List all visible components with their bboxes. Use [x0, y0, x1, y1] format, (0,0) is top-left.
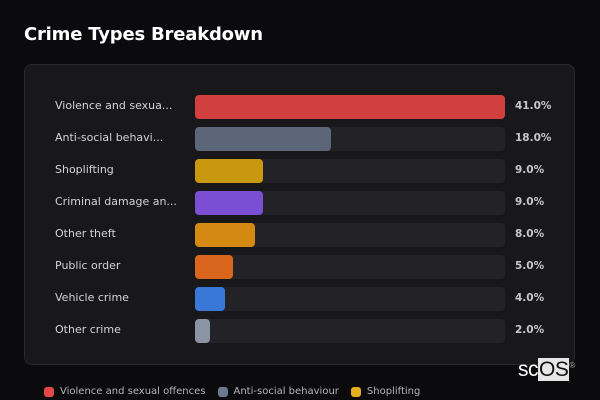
- bar-fill[interactable]: [195, 287, 226, 311]
- bar-label: Other crime: [55, 323, 121, 336]
- bar-label: Shoplifting: [55, 163, 114, 176]
- watermark-prefix: sc: [518, 358, 539, 381]
- bar-label: Anti-social behavi...: [55, 131, 164, 144]
- bar-label: Other theft: [55, 227, 116, 240]
- bar-value: 8.0%: [515, 228, 545, 240]
- chart-title: Crime Types Breakdown: [24, 24, 263, 45]
- bar-row: Public order 5.0%: [25, 255, 574, 279]
- bar-track: [195, 95, 505, 119]
- bar-track: [195, 127, 505, 151]
- bar-value: 2.0%: [515, 324, 545, 336]
- legend-swatch-icon: [217, 386, 228, 397]
- bar-value: 9.0%: [515, 196, 545, 208]
- bar-row: Anti-social behavi... 18.0%: [25, 127, 574, 151]
- bar-row: Other theft 8.0%: [25, 223, 574, 247]
- chart-card: Violence and sexua... 41.0% Anti-social be…: [24, 64, 575, 365]
- bar-track: [195, 255, 505, 279]
- bar-fill[interactable]: [195, 191, 264, 215]
- legend-label: Anti-social behaviour: [233, 386, 339, 397]
- bar-value: 18.0%: [515, 132, 552, 144]
- bar-row: Violence and sexua... 41.0%: [25, 95, 574, 119]
- bar-fill[interactable]: [195, 95, 505, 119]
- bar-fill[interactable]: [195, 255, 233, 279]
- legend-swatch-icon: [44, 386, 54, 397]
- bar-fill[interactable]: [195, 223, 256, 247]
- legend-item[interactable]: Shoplifting: [350, 386, 421, 397]
- bar-label: Vehicle crime: [55, 291, 129, 304]
- bar-label: Violence and sexua...: [55, 99, 173, 112]
- bar-fill[interactable]: [195, 159, 264, 183]
- legend-item[interactable]: Anti-social behaviour: [217, 386, 339, 397]
- legend-label: Shoplifting: [366, 386, 421, 397]
- bar-track: [195, 191, 505, 215]
- bar-track: [195, 223, 505, 247]
- legend-label: Violence and sexual offences: [60, 386, 206, 397]
- bar-row: Other crime 2.0%: [25, 319, 574, 343]
- bar-row: Shoplifting 9.0%: [25, 159, 574, 183]
- bar-row: Criminal damage an... 9.0%: [25, 191, 574, 215]
- watermark-boxed: OS: [538, 358, 570, 381]
- bar-label: Criminal damage an...: [55, 195, 177, 208]
- bar-row: Vehicle crime 4.0%: [25, 287, 574, 311]
- bar-track: [195, 159, 505, 183]
- bar-track: [195, 319, 505, 343]
- bar-fill[interactable]: [195, 319, 211, 343]
- bar-value: 5.0%: [515, 260, 545, 272]
- bar-value: 41.0%: [515, 100, 552, 112]
- watermark-logo: scOS®: [518, 358, 575, 382]
- legend-item[interactable]: Violence and sexual offences: [44, 386, 206, 397]
- bar-label: Public order: [55, 259, 121, 272]
- bar-fill[interactable]: [195, 127, 332, 151]
- bar-track: [195, 287, 505, 311]
- legend-swatch-icon: [350, 386, 361, 397]
- bar-value: 4.0%: [515, 292, 545, 304]
- registered-mark-icon: ®: [569, 361, 575, 370]
- bar-value: 9.0%: [515, 164, 545, 176]
- chart-legend: Violence and sexual offences Anti-social …: [44, 386, 420, 397]
